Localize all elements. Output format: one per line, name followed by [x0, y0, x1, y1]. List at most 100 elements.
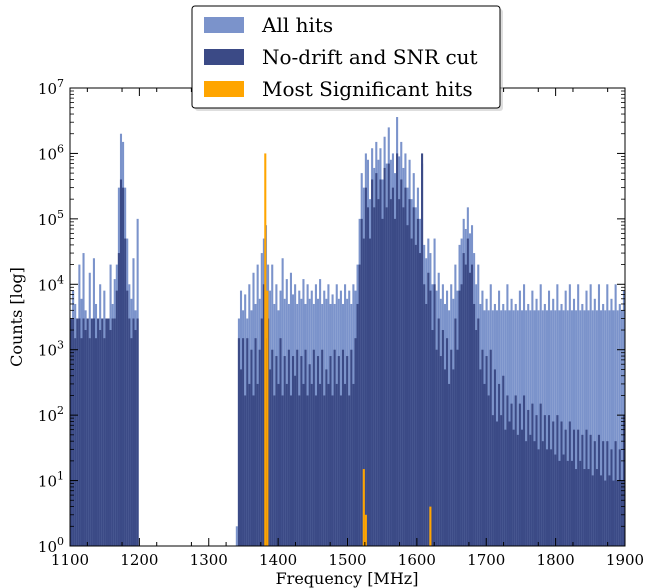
all-hits-bar — [597, 284, 601, 546]
no-drift-snr-bar — [523, 395, 526, 546]
y-axis-label: Counts [log] — [7, 267, 26, 367]
no-drift-snr-bar — [237, 338, 240, 546]
legend-label: No-drift and SNR cut — [262, 45, 478, 69]
all-hits-bar — [602, 303, 605, 546]
no-drift-snr-bar — [495, 421, 499, 546]
no-drift-snr-bar — [529, 434, 532, 546]
no-drift-snr-bar — [602, 441, 605, 546]
no-drift-snr-bar — [570, 460, 573, 546]
no-drift-snr-bar — [136, 318, 139, 546]
no-drift-snr-bar — [258, 349, 261, 546]
no-drift-snr-bar — [620, 480, 623, 546]
no-drift-snr-bar — [381, 218, 384, 546]
no-drift-snr-bar — [306, 395, 309, 546]
no-drift-snr-bar — [111, 318, 114, 546]
all-hits-bar — [616, 310, 619, 546]
no-drift-snr-bar — [556, 415, 559, 546]
no-drift-snr-bar — [391, 187, 394, 546]
no-drift-snr-bar — [292, 356, 295, 546]
all-hits-bar — [568, 284, 571, 546]
no-drift-snr-bar — [475, 330, 478, 546]
no-drift-snr-bar — [277, 383, 280, 546]
no-drift-snr-bar — [402, 207, 405, 546]
no-drift-snr-bar — [600, 475, 603, 546]
significant-hit-bar — [266, 290, 269, 546]
no-drift-snr-bar — [487, 395, 490, 546]
no-drift-snr-bar — [479, 369, 482, 546]
no-drift-snr-bar — [289, 395, 292, 546]
no-drift-snr-bar — [583, 469, 586, 546]
no-drift-snr-bar — [90, 318, 93, 546]
axis-ticks — [69, 87, 626, 547]
no-drift-snr-bar — [398, 199, 401, 546]
no-drift-snr-bar — [408, 199, 411, 546]
no-drift-snr-bar — [122, 187, 125, 546]
no-drift-snr-bar — [564, 429, 567, 546]
all-hits-bar — [564, 290, 567, 546]
no-drift-snr-bar — [113, 318, 116, 546]
all-hits-bar — [533, 310, 536, 546]
no-drift-snr-bar — [575, 469, 578, 546]
no-drift-snr-bar — [520, 429, 524, 546]
no-drift-snr-bar — [448, 383, 451, 546]
no-drift-snr-bar — [377, 199, 380, 546]
no-drift-snr-bar — [126, 290, 129, 546]
all-hits-bar — [589, 284, 592, 546]
no-drift-snr-bar — [362, 238, 365, 546]
all-hits-bar — [579, 310, 582, 546]
no-drift-snr-bar — [552, 421, 555, 546]
no-drift-snr-bar — [431, 330, 434, 546]
all-hits-bar — [612, 310, 615, 546]
y-tick-label: 107 — [38, 77, 64, 98]
no-drift-snr-bar — [254, 338, 257, 546]
all-hits-bar — [604, 310, 607, 546]
no-drift-snr-bar — [269, 369, 272, 546]
no-drift-snr-bar — [366, 207, 370, 546]
no-drift-snr-bar — [354, 338, 357, 546]
no-drift-snr-bar — [614, 441, 617, 546]
no-drift-snr-bar — [296, 349, 299, 546]
no-drift-snr-bar — [566, 460, 569, 546]
no-drift-snr-bar — [470, 264, 474, 546]
no-drift-snr-bar — [310, 383, 313, 546]
all-hits-bar — [504, 310, 507, 546]
no-drift-snr-bar — [547, 415, 551, 546]
no-drift-snr-bar — [539, 403, 542, 546]
no-drift-snr-bar — [404, 187, 407, 546]
no-drift-snr-bar — [429, 290, 432, 546]
no-drift-snr-bar — [385, 207, 388, 546]
no-drift-snr-bar — [516, 434, 519, 546]
all-hits-bar — [595, 310, 598, 546]
no-drift-snr-bar — [460, 284, 463, 546]
no-drift-snr-bar — [433, 284, 436, 546]
no-drift-snr-bar — [244, 395, 247, 546]
all-hits-bar — [572, 298, 576, 546]
no-drift-snr-bar — [294, 375, 297, 546]
all-hits-bar — [614, 284, 617, 546]
no-drift-snr-bar — [568, 421, 571, 546]
no-drift-snr-bar — [252, 395, 255, 546]
no-drift-snr-bar — [593, 441, 596, 546]
no-drift-snr-bar — [466, 238, 469, 546]
no-drift-snr-bar — [406, 225, 409, 546]
no-drift-snr-bar — [283, 356, 286, 546]
no-drift-snr-bar — [344, 383, 347, 546]
no-drift-snr-bar — [591, 475, 594, 546]
no-drift-snr-bar — [535, 415, 538, 546]
no-drift-snr-bar — [393, 218, 397, 546]
no-drift-snr-bar — [589, 434, 592, 546]
no-drift-snr-bar — [572, 429, 576, 546]
all-hits-bar — [610, 298, 613, 546]
y-tick-label: 106 — [38, 142, 64, 163]
no-drift-snr-bar — [312, 349, 315, 546]
no-drift-snr-bar — [346, 356, 349, 546]
no-drift-snr-bar — [581, 434, 584, 546]
no-drift-snr-bar — [504, 429, 507, 546]
no-drift-snr-bar — [298, 395, 301, 546]
no-drift-snr-bar — [105, 318, 108, 546]
no-drift-snr-bar — [335, 383, 338, 546]
no-drift-snr-bar — [134, 330, 137, 546]
no-drift-snr-bar — [109, 330, 112, 546]
no-drift-snr-bar — [285, 383, 288, 546]
